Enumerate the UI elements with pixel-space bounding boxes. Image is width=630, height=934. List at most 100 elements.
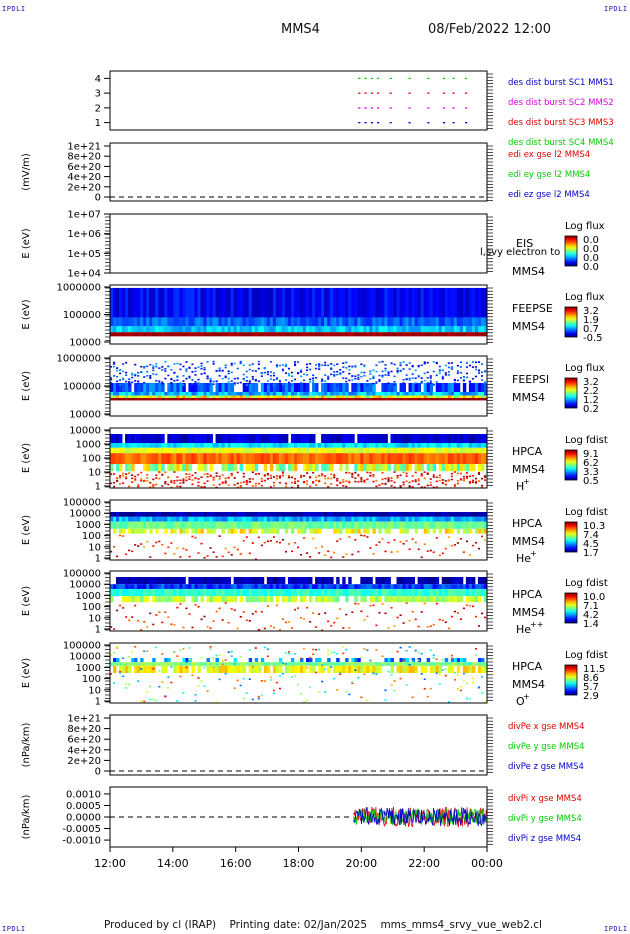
spectro-speckle: [342, 362, 345, 365]
spectro-cell: [227, 443, 232, 448]
spectro-speckle: [227, 377, 230, 380]
spectro-speckle: [251, 485, 254, 487]
spectro-cell: [477, 434, 482, 443]
spectro-cell: [471, 589, 476, 597]
spectro-cell: [450, 434, 455, 443]
spectro-cell: [387, 528, 391, 534]
spectro-cell: [179, 512, 183, 517]
spectro-speckle: [263, 680, 266, 682]
spectro-cell: [113, 512, 117, 517]
spectro-cell: [390, 398, 394, 401]
spectro-cell: [116, 383, 120, 392]
spectro-cell: [345, 395, 349, 398]
spectro-cell: [128, 434, 132, 443]
spectro-cell: [366, 453, 370, 464]
spectro-speckle: [257, 380, 260, 383]
spectro-cell: [260, 516, 265, 522]
spectro-cell: [414, 662, 419, 666]
spectro-cell: [477, 516, 482, 522]
spectro-cell: [417, 395, 422, 398]
spectro-cell: [417, 596, 422, 603]
spectro-cell: [429, 392, 434, 396]
spectro-cell: [327, 589, 331, 597]
spectro-cell: [245, 392, 250, 396]
spectro-speckle: [206, 473, 209, 475]
spectro-speckle: [122, 657, 125, 659]
spectro-cell: [206, 577, 210, 585]
spectro-cell: [417, 434, 422, 443]
spectro-speckle: [266, 473, 269, 476]
spectro-cell: [357, 317, 361, 327]
spectro-speckle: [366, 383, 369, 386]
spectro-cell: [221, 317, 226, 327]
spectro-speckle: [450, 472, 453, 475]
spectro-speckle: [131, 651, 134, 654]
spectro-cell: [405, 464, 409, 472]
spectro-cell: [176, 662, 180, 666]
spectro-cell: [408, 392, 412, 396]
spectro-cell: [333, 662, 337, 666]
spectro-speckle: [396, 616, 399, 619]
spectro-speckle: [170, 378, 173, 380]
spectro-cell: [194, 521, 198, 529]
spectro-cell: [158, 453, 162, 464]
spectro-speckle: [269, 474, 272, 477]
spectro-speckle: [330, 477, 333, 480]
spectro-cell: [447, 453, 452, 464]
spectro-speckle: [438, 474, 441, 477]
spectro-cell: [309, 317, 313, 327]
spectro-speckle: [354, 471, 357, 474]
spectro-cell: [363, 395, 367, 398]
spectro-cell: [336, 326, 340, 333]
spectro-speckle: [357, 374, 360, 376]
spectro-speckle: [176, 485, 179, 488]
spectro-cell: [140, 516, 144, 522]
spectro-cell: [209, 447, 213, 454]
spectro-cell: [185, 665, 189, 673]
spectro-cell: [269, 596, 274, 603]
spectro-speckle: [441, 659, 444, 661]
spectro-cell: [309, 398, 313, 401]
spectro-speckle: [266, 477, 269, 480]
spectro-cell: [125, 584, 129, 589]
spectro-cell: [275, 521, 280, 529]
spectro-cell: [128, 392, 132, 396]
spectro-cell: [465, 395, 470, 398]
spectro-speckle: [378, 380, 381, 382]
spectro-cell: [426, 662, 431, 666]
spectro-cell: [309, 662, 313, 666]
spectro-speckle: [158, 685, 161, 688]
spectro-cell: [477, 584, 482, 589]
spectro-cell: [224, 434, 229, 443]
spectro-speckle: [254, 485, 257, 487]
spectro-cell: [116, 464, 120, 472]
spectro-speckle: [309, 485, 312, 488]
spectro-cell: [459, 596, 464, 603]
spectro-speckle: [152, 667, 155, 670]
spectro-cell: [122, 395, 126, 398]
spectro-speckle: [324, 374, 327, 376]
spectro-cell: [363, 512, 367, 517]
spectro-cell: [363, 521, 367, 529]
spectro-cell: [227, 434, 232, 443]
spectro-cell: [287, 392, 292, 396]
spectro-cell: [140, 589, 144, 597]
spectro-cell: [245, 512, 250, 517]
spectro-cell: [345, 589, 349, 597]
spectro-speckle: [393, 363, 396, 366]
spectro-cell: [275, 447, 280, 454]
spectro-cell: [327, 596, 331, 603]
spectro-cell: [357, 584, 361, 589]
spectro-cell: [423, 395, 428, 398]
spectro-speckle: [113, 473, 116, 475]
spectro-cell: [260, 434, 265, 443]
spectro-cell: [209, 383, 213, 392]
spectro-speckle: [224, 659, 227, 661]
spectro-cell: [179, 392, 183, 396]
spectro-cell: [465, 512, 470, 517]
spectro-speckle: [263, 371, 266, 374]
spectro-speckle: [131, 376, 134, 379]
spectro-cell: [245, 584, 250, 589]
spectro-cell: [483, 662, 488, 666]
